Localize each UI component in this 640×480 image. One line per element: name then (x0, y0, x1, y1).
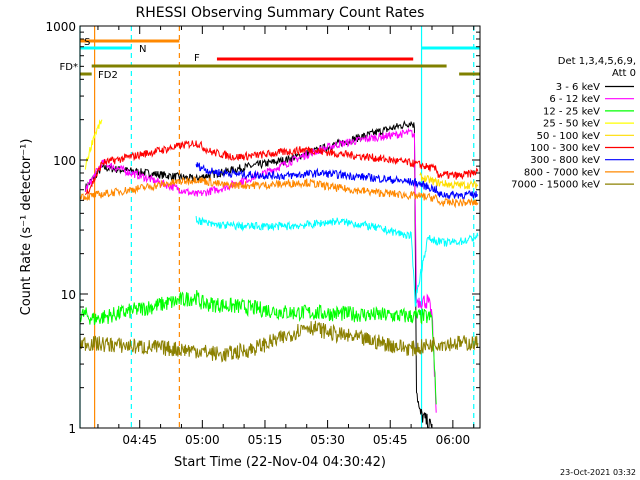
series-line-2 (79, 290, 437, 405)
x-tick-label: 05:00 (185, 433, 220, 447)
legend-entry-label: 3 - 6 keV (556, 82, 600, 93)
series-line-6 (195, 162, 478, 200)
series-line-8 (79, 320, 479, 363)
series-line-9 (195, 216, 479, 307)
legend-entry-label: 300 - 800 keV (530, 155, 600, 166)
series-line-3 (84, 119, 103, 170)
footer-date: 23-Oct-2021 03:32 (560, 468, 636, 477)
x-axis-label: Start Time (22-Nov-04 04:30:42) (174, 455, 386, 470)
legend-entry-label: 7000 - 15000 keV (511, 180, 600, 191)
legend-entry-label: 800 - 7000 keV (524, 167, 600, 178)
x-tick-label: 06:00 (436, 433, 471, 447)
state-bar-label-2: F (194, 53, 200, 64)
legend-detector-note: Det 1,3,4,5,6,9, (558, 56, 636, 67)
y-tick-label: 10 (61, 288, 76, 302)
y-tick-label: 100 (53, 154, 76, 168)
x-tick-label: 04:45 (122, 433, 157, 447)
x-tick-label: 05:45 (373, 433, 408, 447)
legend-entry-label: 50 - 100 keV (537, 131, 601, 142)
state-bar-label-1: N (139, 44, 146, 55)
series-line-7 (79, 176, 479, 209)
axes: 1 10 100 1000 04:45 05:00 05:15 05:30 05:45 06:00 (45, 20, 480, 447)
x-tick-label: 05:15 (248, 433, 283, 447)
series-line-5 (84, 140, 479, 196)
y-axis-label: Count Rate (s⁻¹ detector⁻¹) (19, 139, 34, 316)
chart-title: RHESSI Observing Summary Count Rates (136, 5, 425, 21)
y-tick-label: 1000 (45, 20, 76, 34)
series-line-0 (84, 119, 433, 429)
legend-entry-label: 6 - 12 keV (549, 94, 600, 105)
legend-detector-note: Att 0 (612, 68, 636, 79)
y-tick-label: 1 (68, 422, 76, 436)
data-layer (79, 26, 479, 429)
state-bars: S N F FD* FD2 (60, 37, 480, 81)
legend-entry-label: 12 - 25 keV (543, 106, 600, 117)
state-bar-label-0: S (84, 37, 90, 48)
x-tick-label: 05:30 (310, 433, 345, 447)
state-bar-label-4: FD2 (98, 70, 118, 81)
plot-frame (79, 25, 481, 429)
legend-entry-label: 100 - 300 keV (530, 143, 600, 154)
state-bar-label-3: FD* (60, 62, 78, 73)
legend-entry-label: 25 - 50 keV (543, 119, 600, 130)
series-line-4 (419, 171, 479, 190)
